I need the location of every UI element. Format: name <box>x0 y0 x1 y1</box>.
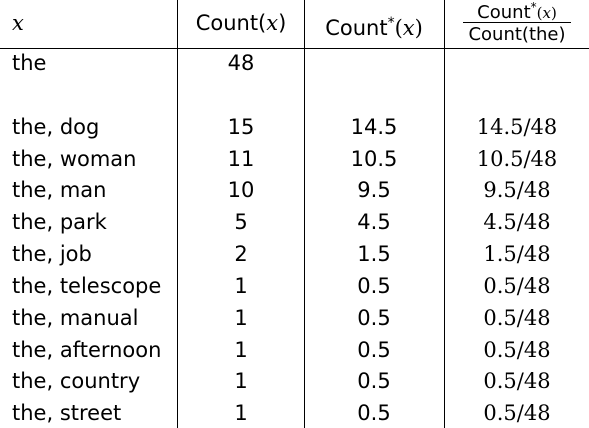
header-ratio-num-star: * <box>530 0 537 14</box>
cell-count-star: 9.5 <box>357 178 391 202</box>
header-ratio-denominator: Count(the) <box>468 24 566 45</box>
column-divider <box>177 0 178 428</box>
cell-count: 10 <box>227 178 255 202</box>
header-count-var: x <box>266 11 279 35</box>
header-count-prefix: Count( <box>195 11 267 35</box>
cell-x: the, street <box>12 401 122 425</box>
header-divider <box>0 48 589 49</box>
header-count-star: Count*(x) <box>305 10 443 41</box>
cell-ratio: 0.5/48 <box>483 369 551 393</box>
header-count-star-open: ( <box>394 16 403 40</box>
cell-count-star: 0.5 <box>357 274 391 298</box>
cell-x: the, dog <box>12 115 100 139</box>
cell-ratio: 1.5/48 <box>483 242 551 266</box>
header-ratio-num-open: ( <box>536 4 543 22</box>
header-count-star-close: ) <box>414 16 423 40</box>
cell-count-star: 0.5 <box>357 369 391 393</box>
cell-ratio: 10.5/48 <box>476 147 558 171</box>
header-ratio: Count*(x) Count(the) <box>445 0 589 48</box>
cell-count-star: 1.5 <box>357 242 391 266</box>
cell-count-star: 4.5 <box>357 210 391 234</box>
cell-x: the, country <box>12 369 141 393</box>
cell-count-star: 0.5 <box>357 306 391 330</box>
cell-ratio: 0.5/48 <box>483 338 551 362</box>
header-ratio-num-var: x <box>542 4 551 22</box>
cell-ratio: 0.5/48 <box>483 306 551 330</box>
cell-ratio: 0.5/48 <box>483 401 551 425</box>
cell-count: 48 <box>227 51 255 75</box>
cell-ratio: 0.5/48 <box>483 274 551 298</box>
cell-count: 15 <box>227 115 255 139</box>
header-count-star-var: x <box>402 16 415 40</box>
column-divider <box>444 0 445 428</box>
cell-count-star: 0.5 <box>357 401 391 425</box>
cell-x: the, woman <box>12 147 137 171</box>
cell-count-star: 10.5 <box>350 147 398 171</box>
cell-count: 1 <box>234 306 248 330</box>
cell-x: the <box>12 51 47 75</box>
cell-x: the, afternoon <box>12 338 162 362</box>
cell-count: 1 <box>234 369 248 393</box>
cell-x: the, telescope <box>12 274 162 298</box>
cell-count: 11 <box>227 147 255 171</box>
cell-count: 5 <box>234 210 248 234</box>
header-ratio-num-close: ) <box>550 4 557 22</box>
cell-ratio: 14.5/48 <box>476 115 558 139</box>
cell-count: 1 <box>234 401 248 425</box>
column-divider <box>304 0 305 428</box>
fraction-bar <box>463 22 571 23</box>
cell-count-star: 0.5 <box>357 338 391 362</box>
header-x-label: x <box>12 11 24 35</box>
header-count-star-prefix: Count <box>325 16 388 40</box>
header-count: Count(x) <box>179 10 303 36</box>
header-ratio-num-prefix: Count <box>477 2 531 23</box>
cell-x: the, park <box>12 210 107 234</box>
cell-x: the, job <box>12 242 92 266</box>
cell-x: the, manual <box>12 306 139 330</box>
header-ratio-numerator: Count*(x) <box>445 0 589 24</box>
header-count-suffix: ) <box>278 11 287 35</box>
header-count-star-star: * <box>387 15 395 31</box>
cell-count: 2 <box>234 242 248 266</box>
cell-x: the, man <box>12 178 107 202</box>
cell-ratio: 4.5/48 <box>483 210 551 234</box>
cell-count-star: 14.5 <box>350 115 398 139</box>
cell-count: 1 <box>234 338 248 362</box>
cell-count: 1 <box>234 274 248 298</box>
cell-ratio: 9.5/48 <box>483 178 551 202</box>
header-x: x <box>12 10 24 36</box>
